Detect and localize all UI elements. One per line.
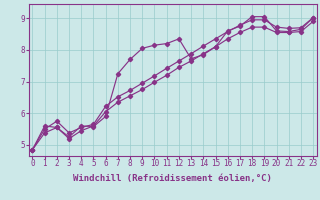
X-axis label: Windchill (Refroidissement éolien,°C): Windchill (Refroidissement éolien,°C) [73,174,272,183]
